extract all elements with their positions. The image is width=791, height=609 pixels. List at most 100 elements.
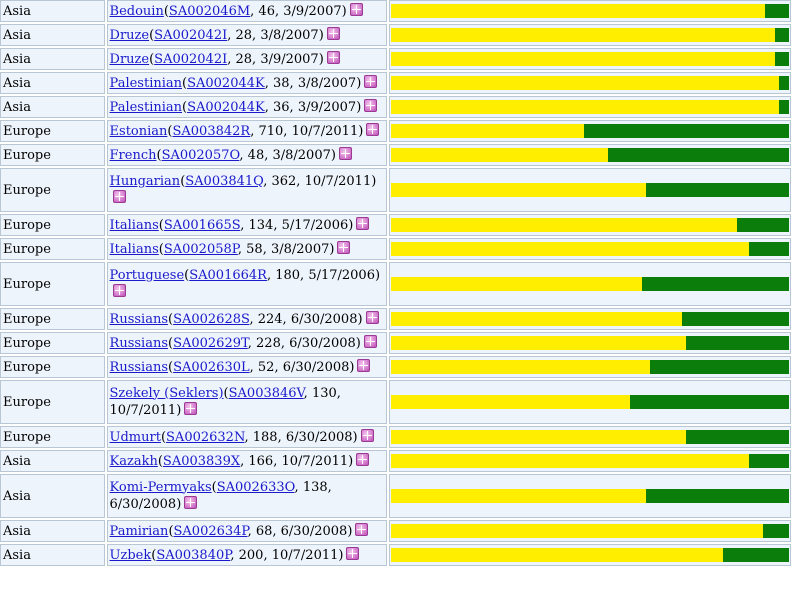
population-cell: Palestinian(SA002044K, 36, 3/9/2007): [106, 96, 387, 118]
population-link[interactable]: Portuguese: [109, 267, 185, 283]
population-link[interactable]: Russians: [109, 335, 168, 351]
expand-plus-icon[interactable]: [364, 74, 378, 88]
sample-size: 46: [258, 3, 275, 19]
sample-link[interactable]: SA002632N: [166, 429, 245, 445]
sample-link[interactable]: SA002042I: [154, 27, 228, 43]
population-link[interactable]: Italians: [109, 241, 159, 257]
sample-date: 10/7/2011: [109, 402, 177, 418]
sample-link[interactable]: SA003846V: [228, 385, 304, 401]
population-cell: Portuguese(SA001664R, 180, 5/17/2006): [106, 262, 387, 306]
table-row: Asia Druze(SA002042I, 28, 3/8/2007): [0, 24, 791, 46]
region-cell: Asia: [0, 72, 105, 94]
population-link[interactable]: Palestinian: [109, 75, 183, 91]
population-link[interactable]: Komi-Permyaks: [109, 479, 212, 495]
table-row: Asia Palestinian(SA002044K, 36, 3/9/2007): [0, 96, 791, 118]
sample-link[interactable]: SA002058P: [163, 241, 238, 257]
allele-yellow-segment: [390, 395, 630, 409]
sample-link[interactable]: SA002628S: [173, 311, 250, 327]
table-row: Asia Palestinian(SA002044K, 38, 3/8/2007): [0, 72, 791, 94]
table-row: Europe Udmurt(SA002632N, 188, 6/30/2008): [0, 426, 791, 448]
population-link[interactable]: Pamirian: [109, 523, 169, 539]
population-cell: Pamirian(SA002634P, 68, 6/30/2008): [106, 520, 387, 542]
sample-date: 6/30/2008: [109, 496, 177, 512]
expand-plus-icon[interactable]: [364, 98, 378, 112]
population-link[interactable]: Szekely (Seklers): [109, 385, 224, 401]
population-link[interactable]: Druze: [109, 51, 150, 67]
expand-plus-icon[interactable]: [346, 546, 360, 560]
expand-plus-icon[interactable]: [366, 122, 380, 136]
population-link[interactable]: French: [109, 147, 157, 163]
expand-plus-icon[interactable]: [363, 334, 377, 348]
sample-link[interactable]: SA002042I: [154, 51, 228, 67]
expand-plus-icon[interactable]: [184, 495, 198, 509]
frequency-bar: [390, 100, 789, 114]
sample-date: 3/8/2007: [260, 27, 319, 43]
sample-link[interactable]: SA003842R: [172, 123, 251, 139]
population-link[interactable]: Uzbek: [109, 547, 152, 563]
allele-green-segment: [649, 360, 789, 374]
population-link[interactable]: Russians: [109, 311, 168, 327]
population-link[interactable]: Druze: [109, 27, 150, 43]
sample-link[interactable]: SA002630L: [173, 359, 250, 375]
sample-link[interactable]: SA001665S: [163, 217, 241, 233]
expand-plus-icon[interactable]: [355, 522, 369, 536]
region-cell: Europe: [0, 426, 105, 448]
population-link[interactable]: Estonian: [109, 123, 168, 139]
population-cell: Uzbek(SA003840P, 200, 10/7/2011): [106, 544, 387, 566]
sample-link[interactable]: SA002633O: [216, 479, 295, 495]
sample-link[interactable]: SA003840P: [156, 547, 231, 563]
sample-link[interactable]: SA003839X: [162, 453, 241, 469]
sample-link[interactable]: SA002046M: [168, 3, 251, 19]
expand-plus-icon[interactable]: [338, 146, 352, 160]
allele-yellow-segment: [390, 454, 750, 468]
sample-date: 6/30/2008: [285, 429, 353, 445]
sample-link[interactable]: SA001664R: [189, 267, 267, 283]
population-link[interactable]: Bedouin: [109, 3, 164, 19]
sample-link[interactable]: SA002629T: [173, 335, 248, 351]
expand-plus-icon[interactable]: [337, 240, 351, 254]
frequency-bar-cell: [388, 144, 791, 166]
region-cell: Europe: [0, 238, 105, 260]
population-table-body: Asia Bedouin(SA002046M, 46, 3/9/2007) Asia…: [0, 0, 791, 566]
expand-plus-icon[interactable]: [112, 283, 126, 297]
table-row: Asia Komi-Permyaks(SA002633O, 138, 6/30/2…: [0, 474, 791, 518]
frequency-bar-cell: [388, 544, 791, 566]
sample-link[interactable]: SA002044K: [187, 75, 265, 91]
expand-plus-icon[interactable]: [356, 452, 370, 466]
table-row: Europe Italians(SA001665S, 134, 5/17/2006…: [0, 214, 791, 236]
sample-link[interactable]: SA002634P: [173, 523, 248, 539]
frequency-bar-cell: [388, 426, 791, 448]
allele-green-segment: [607, 148, 789, 162]
frequency-bar: [390, 183, 789, 197]
expand-plus-icon[interactable]: [360, 428, 374, 442]
expand-plus-icon[interactable]: [357, 358, 371, 372]
population-link[interactable]: Hungarian: [109, 173, 181, 189]
expand-plus-icon[interactable]: [112, 189, 126, 203]
population-link[interactable]: Palestinian: [109, 99, 183, 115]
frequency-bar-cell: [388, 214, 791, 236]
expand-plus-icon[interactable]: [184, 401, 198, 415]
population-link[interactable]: Italians: [109, 217, 159, 233]
region-cell: Europe: [0, 144, 105, 166]
expand-plus-icon[interactable]: [326, 50, 340, 64]
sample-link[interactable]: SA003841Q: [185, 173, 264, 189]
allele-green-segment: [737, 218, 789, 232]
expand-plus-icon[interactable]: [356, 216, 370, 230]
frequency-bar-cell: [388, 168, 791, 212]
allele-green-segment: [775, 28, 789, 42]
expand-plus-icon[interactable]: [365, 310, 379, 324]
sample-size: 188: [252, 429, 278, 445]
population-link[interactable]: Udmurt: [109, 429, 161, 445]
sample-link[interactable]: SA002057O: [161, 147, 240, 163]
population-link[interactable]: Kazakh: [109, 453, 158, 469]
frequency-bar-cell: [388, 308, 791, 330]
sample-date: 6/30/2008: [289, 335, 356, 351]
allele-green-segment: [723, 548, 789, 562]
population-link[interactable]: Russians: [109, 359, 168, 375]
region-cell: Asia: [0, 48, 105, 70]
sample-link[interactable]: SA002044K: [187, 99, 265, 115]
population-cell: Druze(SA002042I, 28, 3/9/2007): [106, 48, 387, 70]
expand-plus-icon[interactable]: [326, 26, 340, 40]
table-row: Europe Russians(SA002628S, 224, 6/30/2008…: [0, 308, 791, 330]
expand-plus-icon[interactable]: [349, 2, 363, 16]
